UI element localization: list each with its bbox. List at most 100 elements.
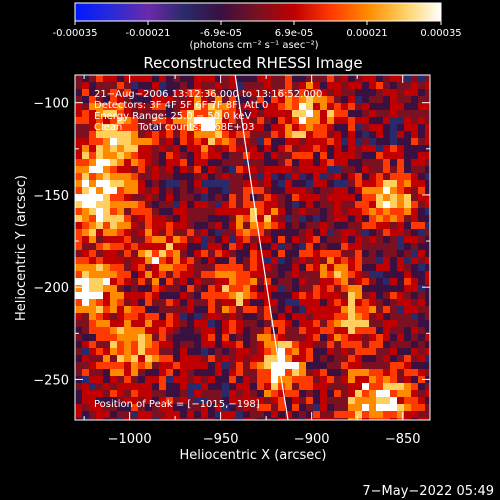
heatmap-cell — [278, 75, 286, 83]
heatmap-cell — [159, 152, 167, 160]
heatmap-cell — [376, 229, 384, 237]
heatmap-cell — [327, 313, 335, 321]
heatmap-cell — [313, 229, 321, 237]
heatmap-cell — [236, 222, 244, 230]
heatmap-cell — [390, 96, 398, 104]
heatmap-cell — [327, 404, 335, 412]
heatmap-cell — [383, 306, 391, 314]
heatmap-cell — [222, 124, 230, 132]
heatmap-cell — [355, 82, 363, 90]
heatmap-cell — [117, 355, 125, 363]
heatmap-cell — [404, 355, 412, 363]
heatmap-cell — [292, 222, 300, 230]
heatmap-cell — [271, 145, 279, 153]
heatmap-cell — [425, 411, 430, 419]
heatmap-cell — [292, 159, 300, 167]
heatmap-cell — [285, 411, 293, 419]
heatmap-cell — [320, 152, 328, 160]
heatmap-cell — [411, 82, 419, 90]
heatmap-cell — [383, 229, 391, 237]
heatmap-cell — [299, 355, 307, 363]
heatmap-cell — [243, 369, 251, 377]
heatmap-cell — [187, 292, 195, 300]
heatmap-cell — [369, 250, 377, 258]
heatmap-cell — [327, 341, 335, 349]
heatmap-cell — [166, 271, 174, 279]
heatmap-cell — [292, 152, 300, 160]
heatmap-cell — [383, 334, 391, 342]
heatmap-cell — [180, 355, 188, 363]
heatmap-cell — [425, 250, 430, 258]
heatmap-cell — [222, 103, 230, 111]
heatmap-cell — [208, 103, 216, 111]
heatmap-cell — [355, 355, 363, 363]
heatmap-cell — [376, 257, 384, 265]
heatmap-cell — [418, 194, 426, 202]
heatmap-cell — [166, 313, 174, 321]
heatmap-cell — [278, 152, 286, 160]
heatmap-cell — [257, 166, 265, 174]
heatmap-cell — [201, 348, 209, 356]
heatmap-cell — [418, 82, 426, 90]
heatmap-cell — [264, 131, 272, 139]
heatmap-cell — [222, 138, 230, 146]
heatmap-cell — [334, 96, 342, 104]
heatmap-cell — [82, 411, 90, 419]
heatmap-cell — [243, 131, 251, 139]
heatmap-cell — [411, 89, 419, 97]
heatmap-cell — [208, 278, 216, 286]
heatmap-cell — [411, 369, 419, 377]
heatmap-cell — [103, 292, 111, 300]
heatmap-cell — [124, 138, 132, 146]
heatmap-cell — [355, 327, 363, 335]
heatmap-cell — [124, 376, 132, 384]
heatmap-cell — [271, 355, 279, 363]
heatmap-cell — [110, 292, 118, 300]
heatmap-cell — [418, 236, 426, 244]
heatmap-cell — [320, 306, 328, 314]
heatmap-cell — [222, 229, 230, 237]
heatmap-cell — [215, 124, 223, 132]
heatmap-cell — [397, 152, 405, 160]
heatmap-cell — [243, 313, 251, 321]
heatmap-cell — [229, 271, 237, 279]
heatmap-cell — [201, 75, 209, 83]
heatmap-cell — [285, 229, 293, 237]
heatmap-cell — [103, 341, 111, 349]
heatmap-cell — [383, 208, 391, 216]
heatmap-cell — [334, 131, 342, 139]
heatmap-cell — [313, 250, 321, 258]
heatmap-cell — [425, 187, 430, 195]
heatmap-cell — [166, 243, 174, 251]
heatmap-cell — [215, 257, 223, 265]
heatmap-cell — [250, 243, 258, 251]
heatmap-cell — [89, 278, 97, 286]
heatmap-cell — [411, 208, 419, 216]
heatmap-cell — [180, 411, 188, 419]
colorbar-tick-label: -6.9e-05 — [200, 28, 242, 39]
heatmap-cell — [306, 145, 314, 153]
heatmap-cell — [418, 229, 426, 237]
heatmap-cell — [173, 124, 181, 132]
heatmap-cell — [313, 355, 321, 363]
plot-frame — [74, 74, 431, 421]
heatmap-cell — [103, 96, 111, 104]
heatmap-cell — [313, 117, 321, 125]
heatmap-cell — [96, 243, 104, 251]
heatmap-cell — [383, 250, 391, 258]
heatmap-cell — [82, 82, 90, 90]
heatmap-cell — [292, 313, 300, 321]
heatmap-cell — [264, 236, 272, 244]
heatmap-cell — [145, 89, 153, 97]
heatmap-cell — [411, 264, 419, 272]
heatmap-cell — [292, 229, 300, 237]
heatmap-cell — [103, 103, 111, 111]
heatmap-cell — [236, 75, 244, 83]
heatmap-cell — [243, 236, 251, 244]
heatmap-cell — [110, 320, 118, 328]
heatmap-cell — [306, 271, 314, 279]
colorbar: -0.00035 -0.00021 -6.9e-05 6.9e-05 0.00021 0.… — [53, 2, 462, 51]
heatmap-cell — [222, 131, 230, 139]
heatmap-cell — [313, 327, 321, 335]
